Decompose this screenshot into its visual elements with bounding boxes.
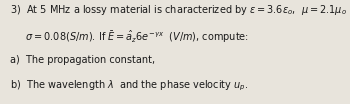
Text: 3)  At 5 MHz a lossy material is characterized by $\varepsilon =3.6\varepsilon_o: 3) At 5 MHz a lossy material is characte… (10, 3, 350, 17)
Text: a)  The propagation constant,: a) The propagation constant, (10, 55, 156, 65)
Text: $\sigma =0.08(S/m)$. If $\bar{E} = \hat{a}_z 6e^{-\gamma x}$  $(V/m)$, compute:: $\sigma =0.08(S/m)$. If $\bar{E} = \hat{… (10, 29, 250, 45)
Text: b)  The wavelength $\lambda$  and the phase velocity $u_p$.: b) The wavelength $\lambda$ and the phas… (10, 79, 249, 93)
